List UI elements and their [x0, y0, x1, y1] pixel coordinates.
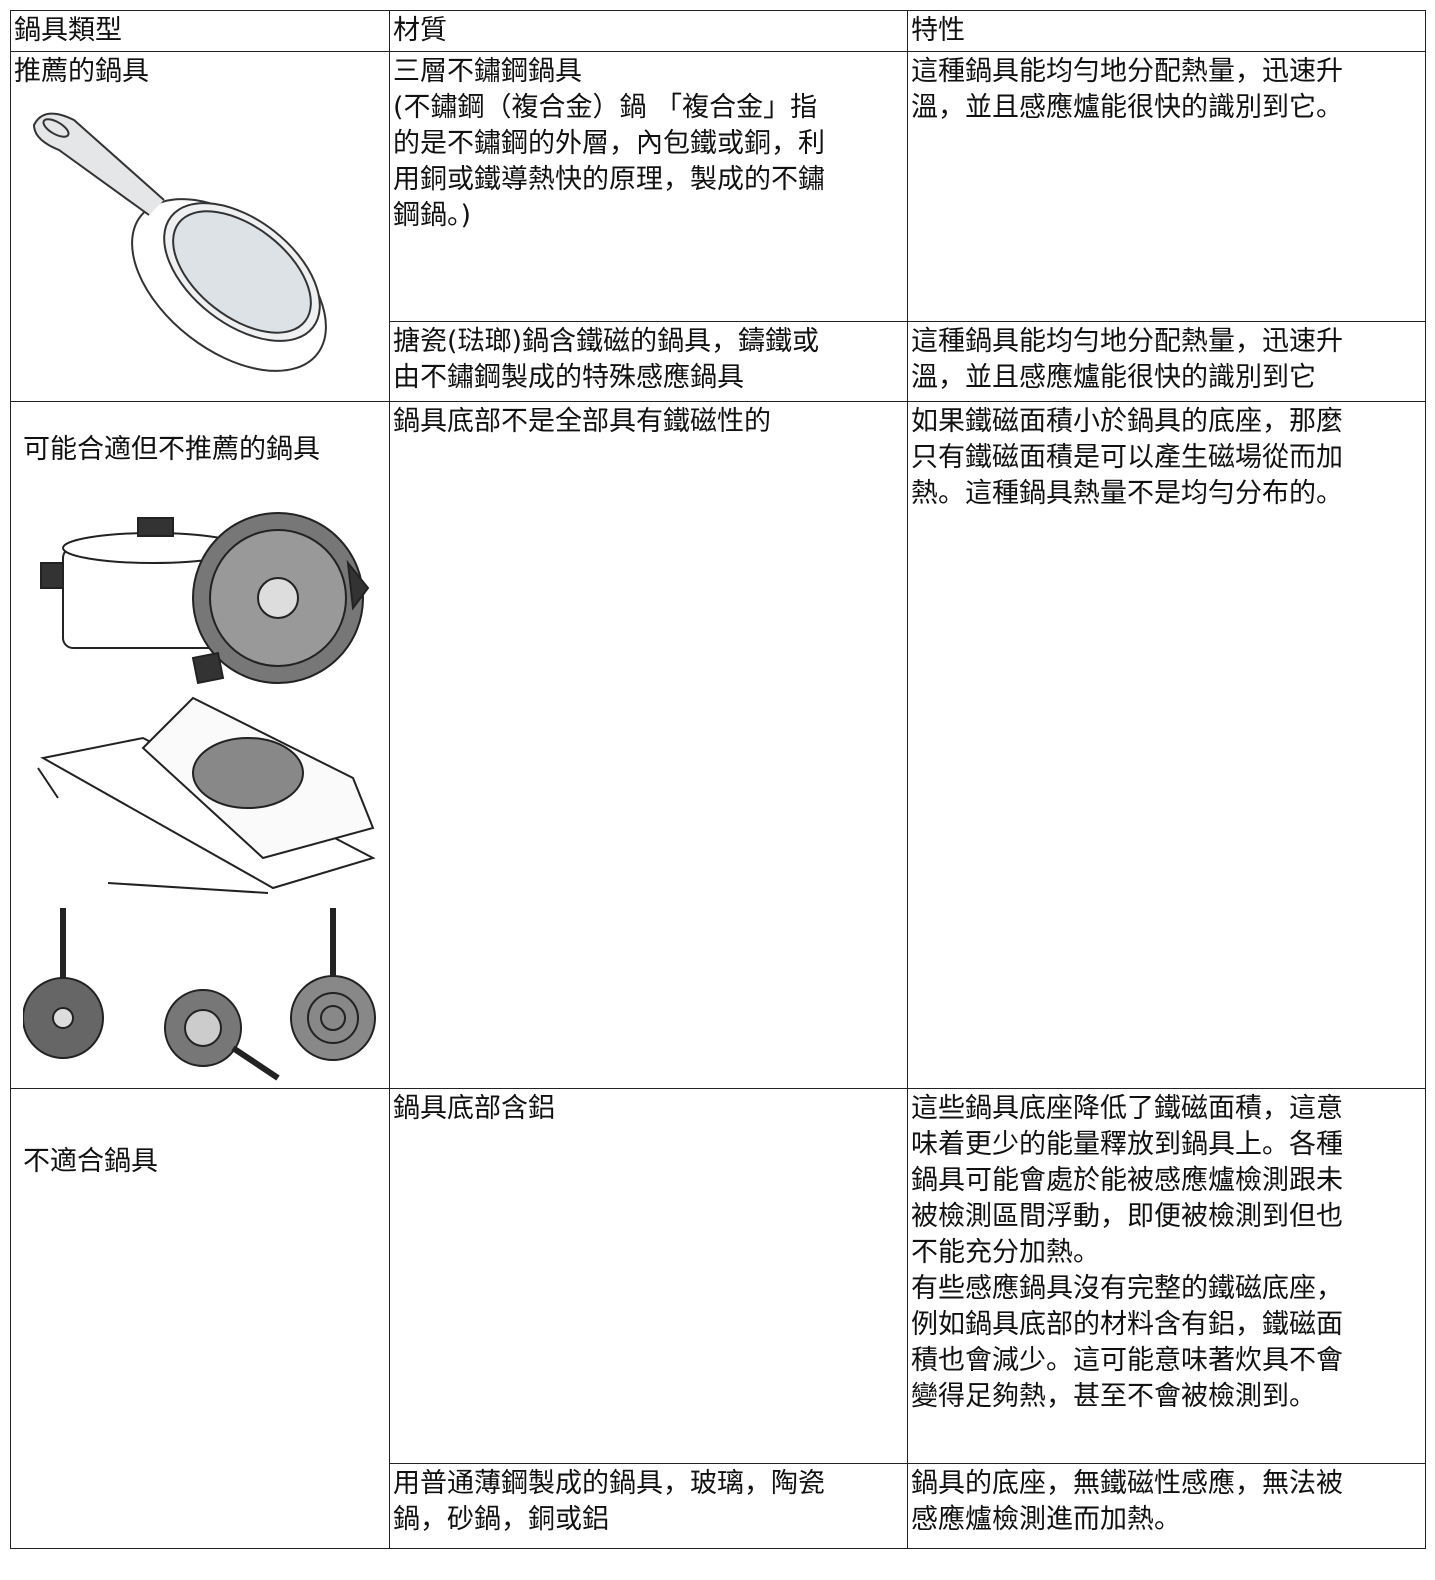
text-line: 鍋具的底座，無鐵磁性感應，無法被 [911, 1468, 1343, 1499]
feature-cell: 這種鍋具能均勻地分配熱量，迅速升 溫，並且感應爐能很快的識別到它。 [907, 51, 1426, 322]
text-line: 的是不鏽鋼的外層，內包鐵或銅，利 [393, 128, 825, 159]
text-line: 只有鐵磁面積是可以產生磁場從而加 [911, 442, 1343, 473]
text-line: 用銅或鐵導熱快的原理，製成的不鏽 [393, 164, 825, 195]
text-line: 鍋具可能會處於能被感應爐檢測跟未 [911, 1165, 1343, 1196]
text-line: 鍋，砂鍋，銅或鋁 [393, 1504, 609, 1535]
text-line: (不鏽鋼（複合金）鍋 「複合金」指 [393, 92, 818, 123]
text-line: 溫，並且感應爐能很快的識別到它。 [911, 92, 1343, 123]
text-line: 鋼鍋。) [393, 200, 472, 231]
feature-cell: 鍋具的底座，無鐵磁性感應，無法被 感應爐檢測進而加熱。 [907, 1463, 1426, 1549]
frying-pan-illustration [32, 112, 327, 372]
header-cell: 材質 [389, 10, 908, 52]
row: 搪瓷(琺瑯)鍋含鐵磁的鍋具，鑄鐵或 由不鏽鋼製成的特殊感應鍋具 這種鍋具能均勻地分… [11, 321, 1426, 402]
type-cell: 不適合鍋具 [10, 1088, 390, 1549]
text-line: 味着更少的能量釋放到鍋具上。各種 [911, 1129, 1343, 1160]
text-line: 用普通薄鋼製成的鍋具，玻璃，陶瓷 [393, 1468, 825, 1499]
text-line: 溫，並且感應爐能很快的識別到它 [911, 362, 1316, 393]
type-cell: 推薦的鍋具 [10, 51, 390, 402]
text-line: 感應爐檢測進而加熱。 [911, 1504, 1181, 1535]
header-row: 鍋具類型 材質 特性 [10, 10, 1426, 52]
type-label: 推薦的鍋具 [14, 56, 149, 87]
text-line: 鍋具底部不是全部具有鐵磁性的 [393, 406, 771, 437]
cookware-illustrations [23, 512, 376, 1081]
row: 推薦的鍋具 三層不鏽鋼鍋具 (不鏽鋼（複合金）鍋 「複合金」指 的是不鏽鋼的外層，內… [10, 51, 1426, 402]
row: 用普通薄鋼製成的鍋具，玻璃，陶瓷 鍋，砂鍋，銅或鋁 鍋具的底座，無鐵磁性感應，無法… [11, 1463, 1426, 1549]
material-cell: 用普通薄鋼製成的鍋具，玻璃，陶瓷 鍋，砂鍋，銅或鋁 [389, 1463, 908, 1549]
type-label: 可能合適但不推薦的鍋具 [23, 434, 320, 465]
row: 可能合適但不推薦的鍋具 [10, 401, 1426, 1089]
text-line: 如果鐵磁面積小於鍋具的底座，那麼 [911, 406, 1343, 437]
text-line: 例如鍋具底部的材料含有鋁，鐵磁面 [911, 1309, 1343, 1340]
text-line: 積也會減少。這可能意味著炊具不會 [911, 1345, 1343, 1376]
type-label: 不適合鍋具 [23, 1146, 158, 1177]
text-line: 被檢測區間浮動，即便被檢測到但也 [911, 1201, 1343, 1232]
cookware-table: 鍋具類型 材質 特性 推薦的鍋具 三層不鏽鋼鍋具 (不鏽鋼（複合金）鍋 「複合金」… [10, 10, 1426, 1549]
text-line: 有些感應鍋具沒有完整的鐵磁底座， [911, 1273, 1343, 1304]
material-cell: 鍋具底部含鋁 [389, 1088, 908, 1464]
feature-cell: 如果鐵磁面積小於鍋具的底座，那麼 只有鐵磁面積是可以產生磁場從而加 熱。這種鍋具熱量… [907, 401, 1426, 1089]
material-cell: 三層不鏽鋼鍋具 (不鏽鋼（複合金）鍋 「複合金」指 的是不鏽鋼的外層，內包鐵或銅，利… [389, 51, 908, 322]
feature-cell: 這些鍋具底座降低了鐵磁面積，這意 味着更少的能量釋放到鍋具上。各種 鍋具可能會處於能… [907, 1088, 1426, 1464]
text-line: 這種鍋具能均勻地分配熱量，迅速升 [911, 326, 1343, 357]
text-line: 熱。這種鍋具熱量不是均勻分布的。 [911, 478, 1343, 509]
text-line: 變得足夠熱，甚至不會被檢測到。 [911, 1381, 1316, 1412]
row: 不適合鍋具 鍋具底部含鋁 這些鍋具底座降低了鐵磁面積，這意 味着更少的能量釋放到鍋… [10, 1088, 1426, 1549]
text-line: 鍋具底部含鋁 [393, 1093, 555, 1124]
text-line: 這些鍋具底座降低了鐵磁面積，這意 [911, 1093, 1343, 1124]
header-cell: 鍋具類型 [10, 10, 390, 52]
text-line: 不能充分加熱。 [911, 1237, 1100, 1268]
material-cell: 鍋具底部不是全部具有鐵磁性的 [389, 401, 908, 1089]
material-cell: 搪瓷(琺瑯)鍋含鐵磁的鍋具，鑄鐵或 由不鏽鋼製成的特殊感應鍋具 [389, 321, 908, 402]
header-cell: 特性 [907, 10, 1426, 52]
feature-cell: 這種鍋具能均勻地分配熱量，迅速升 溫，並且感應爐能很快的識別到它 [907, 321, 1426, 402]
text-line: 搪瓷(琺瑯)鍋含鐵磁的鍋具，鑄鐵或 [393, 326, 820, 357]
type-cell: 可能合適但不推薦的鍋具 [10, 401, 390, 1089]
text-line: 三層不鏽鋼鍋具 [393, 56, 582, 87]
text-line: 這種鍋具能均勻地分配熱量，迅速升 [911, 56, 1343, 87]
text-line: 由不鏽鋼製成的特殊感應鍋具 [393, 362, 744, 393]
